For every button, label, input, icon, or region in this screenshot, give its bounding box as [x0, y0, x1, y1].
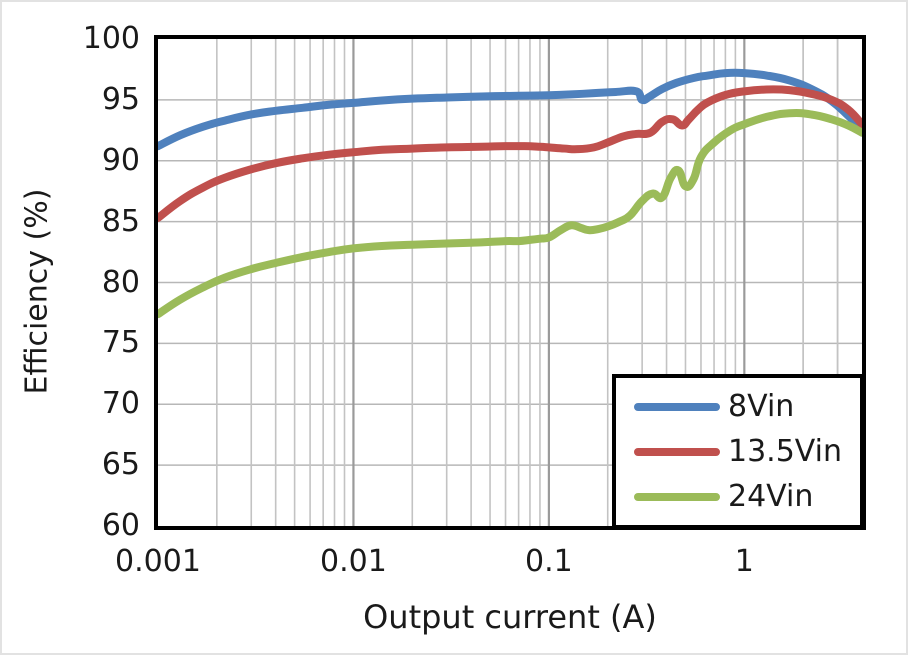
- y-axis-tick-label: 60: [101, 508, 140, 543]
- series-line: [158, 85, 862, 222]
- legend-item-label: 8Vin: [728, 388, 795, 424]
- y-axis: 60 65 70 75 80 85 90 95 100: [2, 2, 154, 657]
- x-axis-title: Output current (A): [363, 598, 657, 636]
- series-line: [158, 68, 862, 151]
- legend-color-swatch: [634, 447, 720, 456]
- series-line: [158, 109, 862, 319]
- legend-item[interactable]: 8Vin: [616, 390, 860, 424]
- legend-item-label: 24Vin: [728, 478, 814, 514]
- legend-item[interactable]: 24Vin: [616, 480, 860, 514]
- y-axis-tick-label: 95: [101, 81, 140, 117]
- y-axis-tick-label: 90: [101, 142, 140, 178]
- y-axis-title: Efficiency (%): [19, 188, 55, 395]
- y-axis-tick-label: 70: [101, 386, 140, 422]
- legend-item[interactable]: 13.5Vin: [616, 435, 860, 469]
- y-axis-tick-label: 80: [101, 264, 140, 300]
- x-axis-tick-label: 0.001: [115, 544, 201, 579]
- y-axis-tick-label: 65: [101, 447, 140, 483]
- legend: 8Vin 13.5Vin 24Vin: [612, 374, 864, 529]
- y-axis-tick-label: 85: [101, 203, 140, 239]
- x-axis-tick-label: 1: [734, 544, 754, 579]
- legend-item-label: 13.5Vin: [728, 433, 843, 469]
- x-axis-tick-label: 0.01: [320, 544, 387, 579]
- y-axis-tick-label: 75: [101, 325, 140, 361]
- legend-color-swatch: [634, 402, 720, 411]
- y-axis-tick-label: 100: [82, 21, 140, 56]
- legend-color-swatch: [634, 492, 720, 501]
- x-axis: 0.001 0.01 0.1 1: [2, 547, 908, 597]
- data-series-layer: [158, 68, 862, 319]
- x-axis-tick-label: 0.1: [525, 544, 573, 579]
- plot-area: [154, 35, 866, 530]
